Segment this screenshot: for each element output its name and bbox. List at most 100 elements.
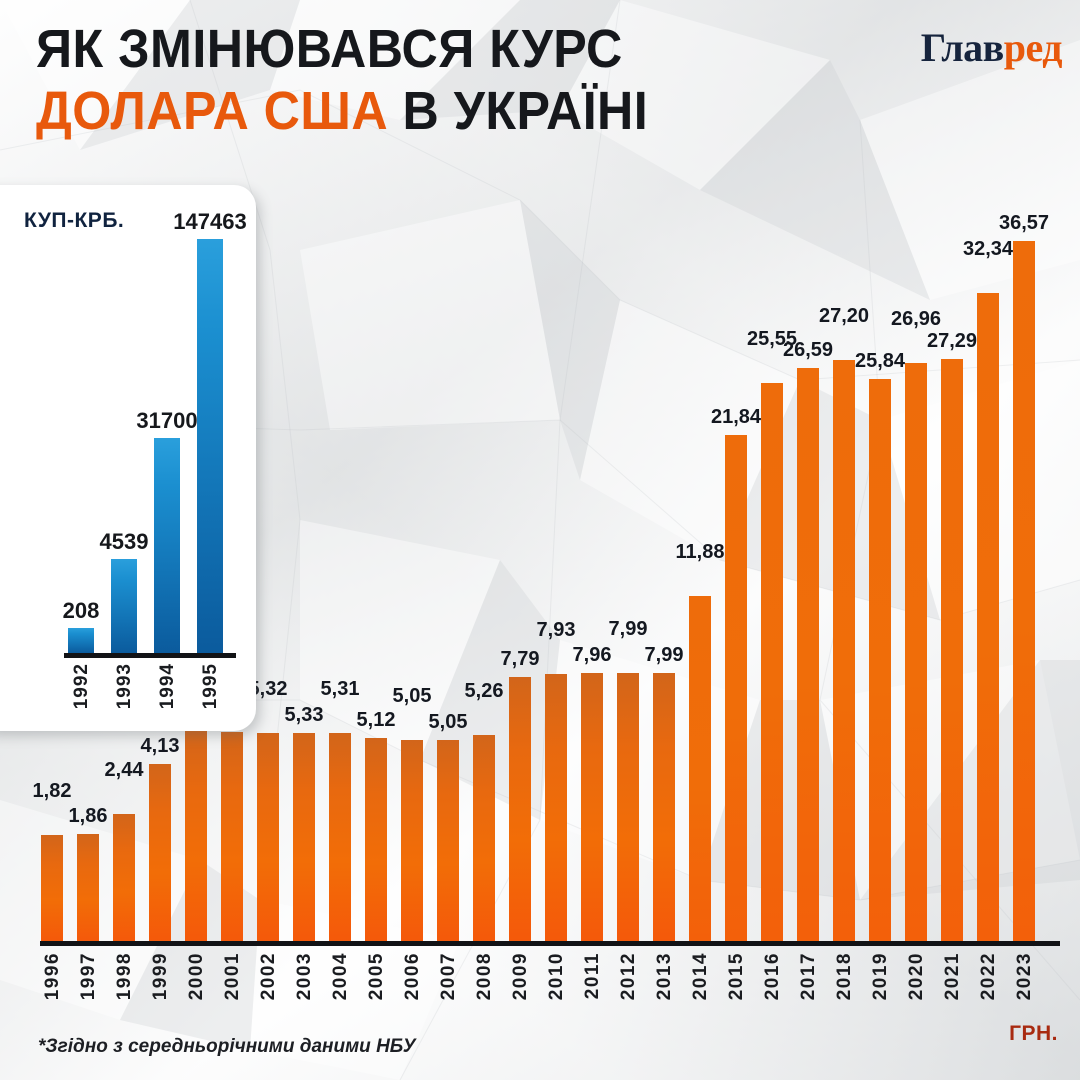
bar-value-label: 27,20	[818, 305, 870, 328]
inset-year-label-1994: 1994	[157, 663, 178, 710]
bar-fill	[365, 738, 387, 941]
year-label-2018: 2018	[834, 952, 855, 1001]
title-line-2: ДОЛАРА США В УКРАЇНІ	[36, 80, 799, 142]
bar-2007[interactable]: 5,05	[429, 711, 467, 941]
year-label-1996: 1996	[42, 952, 63, 1001]
year-label-2000: 2000	[186, 952, 207, 1001]
year-label-2007: 2007	[438, 952, 459, 1001]
inset-bar-value-label: 31700	[136, 407, 198, 433]
bar-value-label: 5,05	[428, 710, 468, 733]
bar-value-label: 7,96	[572, 644, 612, 667]
year-label-2012: 2012	[618, 952, 639, 1001]
year-label-2008: 2008	[474, 952, 495, 1001]
bar-value-label: 5,33	[284, 703, 324, 726]
inset-bar-1992[interactable]: 208	[63, 598, 99, 653]
bar-fill	[689, 596, 711, 941]
bar-value-label: 2,44	[104, 758, 144, 781]
year-label-2020: 2020	[906, 952, 927, 1001]
bar-value-label: 5,32	[248, 678, 288, 701]
inset-bar-1995[interactable]: 147463	[173, 209, 247, 653]
year-label-2019: 2019	[870, 952, 891, 1001]
bar-2023[interactable]: 36,57	[999, 212, 1049, 941]
bar-fill	[905, 363, 927, 941]
inset-bar-fill	[111, 558, 137, 653]
bar-2001[interactable]: 5,37	[213, 703, 251, 941]
bar-2015[interactable]: 21,84	[711, 406, 761, 941]
inset-panel-kup-krb: КУП-КРБ. 208 4539 31700 147463 1992 1993 1994…	[0, 185, 256, 731]
year-label-2014: 2014	[690, 952, 711, 1001]
bar-fill	[185, 730, 207, 941]
bar-2005[interactable]: 5,12	[357, 709, 395, 941]
bar-fill	[725, 435, 747, 941]
bar-1998[interactable]: 2,44	[105, 759, 143, 941]
bar-value-label: 1,82	[32, 780, 72, 803]
bar-2009[interactable]: 7,79	[501, 648, 539, 941]
bar-value-label: 7,99	[608, 617, 648, 640]
bar-value-label: 5,31	[320, 678, 360, 701]
bar-fill	[509, 676, 531, 941]
inset-bar-fill	[197, 239, 223, 653]
bar-fill	[149, 763, 171, 941]
inset-bar-fill	[154, 437, 180, 653]
bar-2014[interactable]: 11,88	[676, 541, 724, 941]
year-label-2009: 2009	[510, 952, 531, 1001]
bar-2019[interactable]: 25,84	[855, 350, 905, 941]
bar-fill	[545, 673, 567, 941]
glavred-logo[interactable]: Главред	[920, 25, 1063, 70]
bar-fill	[293, 732, 315, 941]
page-title: ЯК ЗМІНЮВАВСЯ КУРС ДОЛАРА США В УКРАЇНІ	[36, 18, 856, 142]
year-label-2010: 2010	[546, 952, 567, 1001]
bar-fill	[941, 358, 963, 941]
inset-bar-1993[interactable]: 4539	[100, 529, 148, 653]
bar-fill	[401, 739, 423, 941]
bar-value-label: 11,88	[675, 541, 725, 564]
year-label-2023: 2023	[1014, 952, 1035, 1001]
bar-value-label: 1,86	[68, 804, 108, 827]
bar-value-label: 5,05	[392, 684, 432, 707]
bar-2004[interactable]: 5,31	[321, 678, 359, 941]
inset-bar-1994[interactable]: 31700	[136, 408, 198, 653]
year-label-2005: 2005	[366, 952, 387, 1001]
year-label-1998: 1998	[114, 952, 135, 1001]
bar-2017[interactable]: 26,59	[783, 339, 833, 941]
bar-fill	[1013, 241, 1035, 941]
bar-1996[interactable]: 1,82	[33, 780, 71, 941]
bar-fill	[869, 378, 891, 941]
bar-fill	[473, 734, 495, 941]
bar-value-label: 26,96	[890, 308, 942, 331]
bar-2021[interactable]: 27,29	[927, 330, 977, 941]
bar-fill	[977, 293, 999, 941]
inset-year-label-1995: 1995	[200, 663, 221, 710]
bar-2006[interactable]: 5,05	[393, 685, 431, 941]
bar-2003[interactable]: 5,33	[285, 704, 323, 941]
bar-2008[interactable]: 5,26	[465, 680, 503, 941]
bar-2022[interactable]: 32,34	[963, 238, 1013, 941]
bar-2016[interactable]: 25,55	[747, 328, 797, 941]
bar-1997[interactable]: 1,86	[69, 805, 107, 941]
year-label-1999: 1999	[150, 952, 171, 1001]
bar-2012[interactable]: 7,99	[609, 618, 647, 941]
year-label-2004: 2004	[330, 952, 351, 1001]
bar-value-label: 26,59	[782, 339, 834, 362]
inset-panel-title: КУП-КРБ.	[24, 209, 125, 232]
bar-fill	[329, 733, 351, 941]
bar-2010[interactable]: 7,93	[537, 619, 575, 941]
year-label-2022: 2022	[978, 952, 999, 1001]
header: ЯК ЗМІНЮВАВСЯ КУРС ДОЛАРА США В УКРАЇНІ …	[0, 0, 1080, 172]
logo-text-dark: Глав	[920, 25, 1004, 70]
bar-2002[interactable]: 5,32	[249, 678, 287, 941]
bar-fill	[797, 368, 819, 941]
bar-2013[interactable]: 7,99	[645, 644, 683, 941]
bar-2011[interactable]: 7,96	[573, 644, 611, 941]
bar-1999[interactable]: 4,13	[141, 735, 179, 941]
bar-2018[interactable]: 27,20	[819, 305, 869, 941]
bar-2020[interactable]: 26,96	[891, 308, 941, 941]
bar-value-label: 7,93	[536, 618, 576, 641]
inset-bar-value-label: 208	[62, 597, 100, 623]
bar-value-label: 27,29	[926, 329, 978, 352]
inset-year-label-1992: 1992	[71, 663, 92, 710]
title-accent-text: ДОЛАРА США	[36, 81, 389, 141]
bar-2000[interactable]: 5,44	[177, 675, 215, 941]
year-label-2001: 2001	[222, 952, 243, 1001]
